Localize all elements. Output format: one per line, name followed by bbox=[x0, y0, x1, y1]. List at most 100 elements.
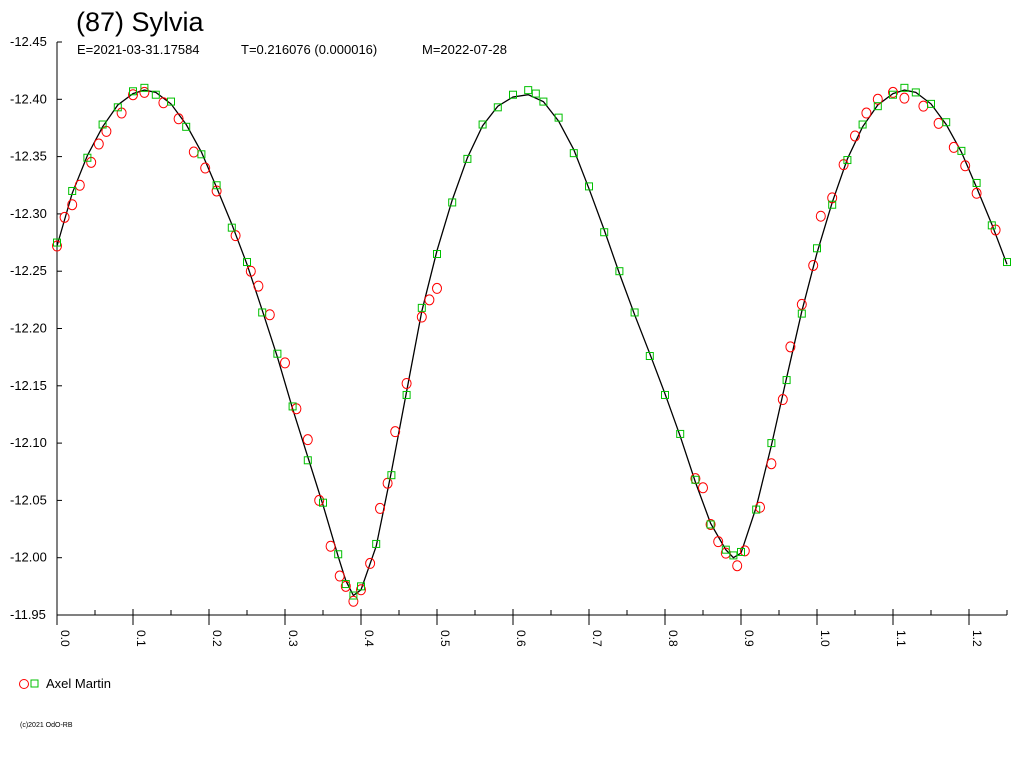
data-point-circle bbox=[850, 130, 860, 142]
data-point-circle bbox=[340, 580, 351, 592]
data-point-square bbox=[402, 390, 411, 399]
data-point-square bbox=[463, 154, 472, 163]
data-point-square bbox=[531, 89, 540, 98]
y-axis: -12.45 -12.40 -12.35 -12.30 -12.25 -12.20 -12.… bbox=[10, 34, 62, 622]
data-point-circle bbox=[732, 560, 743, 572]
chart-subtitle-period: T=0.216076 (0.000016) bbox=[241, 42, 377, 57]
data-point-square bbox=[797, 309, 806, 318]
x-tick-label: 0.4 bbox=[362, 630, 376, 647]
data-point-circle bbox=[188, 146, 199, 158]
data-point-square bbox=[372, 539, 381, 548]
data-point-circle bbox=[713, 536, 724, 548]
data-point-circle bbox=[785, 341, 796, 353]
data-point-square bbox=[387, 471, 396, 480]
data-point-square bbox=[349, 591, 358, 600]
data-point-circle bbox=[971, 187, 982, 199]
data-point-circle bbox=[356, 584, 366, 596]
data-point-square bbox=[615, 267, 624, 276]
data-point-square bbox=[53, 238, 61, 247]
data-point-square bbox=[167, 97, 175, 106]
data-point-square bbox=[987, 221, 996, 230]
plot-area bbox=[52, 83, 1011, 607]
data-point-circle bbox=[245, 265, 256, 277]
chart-title: (87) Sylvia bbox=[76, 7, 205, 37]
data-point-circle bbox=[827, 192, 838, 204]
y-tick-label: -12.40 bbox=[10, 91, 47, 106]
data-point-circle bbox=[424, 294, 435, 306]
data-point-circle bbox=[365, 557, 376, 569]
data-point-circle bbox=[211, 185, 222, 197]
data-point-square bbox=[600, 228, 609, 237]
data-point-square bbox=[140, 83, 149, 92]
data-point-square bbox=[927, 99, 935, 108]
data-point-circle bbox=[280, 357, 290, 369]
data-point-square bbox=[83, 153, 92, 162]
y-tick-label: -12.45 bbox=[10, 34, 47, 49]
series-squares bbox=[53, 83, 1011, 600]
data-point-circle bbox=[200, 162, 211, 174]
x-tick-label: 1.2 bbox=[970, 630, 984, 647]
data-point-circle bbox=[52, 240, 62, 252]
data-point-circle bbox=[158, 97, 169, 109]
data-point-circle bbox=[348, 595, 359, 607]
data-point-square bbox=[843, 156, 852, 165]
x-tick-label: 0.5 bbox=[438, 630, 452, 647]
legend-square-marker bbox=[30, 679, 39, 688]
data-point-circle bbox=[74, 179, 85, 191]
y-tick-label: -12.35 bbox=[10, 149, 47, 164]
data-point-square bbox=[729, 551, 738, 560]
data-point-circle bbox=[416, 311, 427, 323]
data-point-square bbox=[585, 182, 593, 191]
series-layer bbox=[52, 83, 1011, 607]
data-point-square bbox=[258, 308, 267, 317]
data-point-square bbox=[889, 90, 897, 99]
data-point-square bbox=[900, 83, 909, 92]
data-point-square bbox=[129, 87, 137, 96]
x-tick-label: 0.0 bbox=[58, 630, 72, 647]
data-point-square bbox=[319, 498, 327, 507]
data-point-square bbox=[721, 545, 730, 554]
data-point-square bbox=[433, 250, 441, 259]
data-point-square bbox=[212, 181, 221, 190]
legend-circle-marker bbox=[19, 679, 29, 689]
data-point-circle bbox=[432, 282, 442, 294]
data-point-square bbox=[151, 90, 160, 99]
data-point-circle bbox=[173, 113, 184, 125]
y-tick-label: -12.15 bbox=[10, 378, 47, 393]
x-tick-label: 0.7 bbox=[590, 630, 604, 647]
data-point-circle bbox=[888, 86, 898, 98]
data-point-circle bbox=[766, 458, 777, 470]
data-point-square bbox=[691, 475, 700, 484]
x-axis: 0.0 0.1 0.2 0.3 0.4 0.5 0.6 0.7 0.8 0.9 1.0 1.1 1.2 bbox=[56, 609, 1008, 647]
data-point-square bbox=[706, 520, 715, 529]
data-point-square bbox=[630, 308, 639, 317]
chart-subtitle-epoch: E=2021-03-31.17584 bbox=[77, 42, 200, 57]
y-tick-label: -12.20 bbox=[10, 321, 47, 336]
data-point-square bbox=[243, 258, 251, 267]
data-point-square bbox=[227, 223, 236, 232]
data-point-circle bbox=[334, 570, 345, 582]
copyright-note: (c)2021 OdO-RB bbox=[20, 722, 73, 729]
data-point-square bbox=[182, 122, 191, 131]
data-point-circle bbox=[872, 93, 883, 105]
data-point-square bbox=[767, 439, 776, 448]
data-point-circle bbox=[67, 199, 78, 211]
data-point-square bbox=[539, 97, 548, 106]
data-point-circle bbox=[815, 210, 826, 222]
data-point-square bbox=[782, 376, 791, 385]
legend-label: Axel Martin bbox=[46, 676, 111, 691]
data-point-circle bbox=[796, 298, 807, 310]
data-point-square bbox=[341, 580, 350, 589]
fit-curve bbox=[56, 89, 1008, 597]
data-point-circle bbox=[253, 280, 264, 292]
data-point-circle bbox=[960, 160, 971, 172]
data-point-square bbox=[942, 118, 951, 127]
data-point-square bbox=[873, 102, 882, 111]
data-point-square bbox=[554, 113, 563, 122]
data-point-square bbox=[493, 103, 502, 112]
data-point-circle bbox=[861, 107, 872, 119]
data-point-square bbox=[828, 200, 837, 209]
x-tick-label: 0.2 bbox=[210, 630, 224, 647]
data-point-square bbox=[68, 186, 77, 195]
